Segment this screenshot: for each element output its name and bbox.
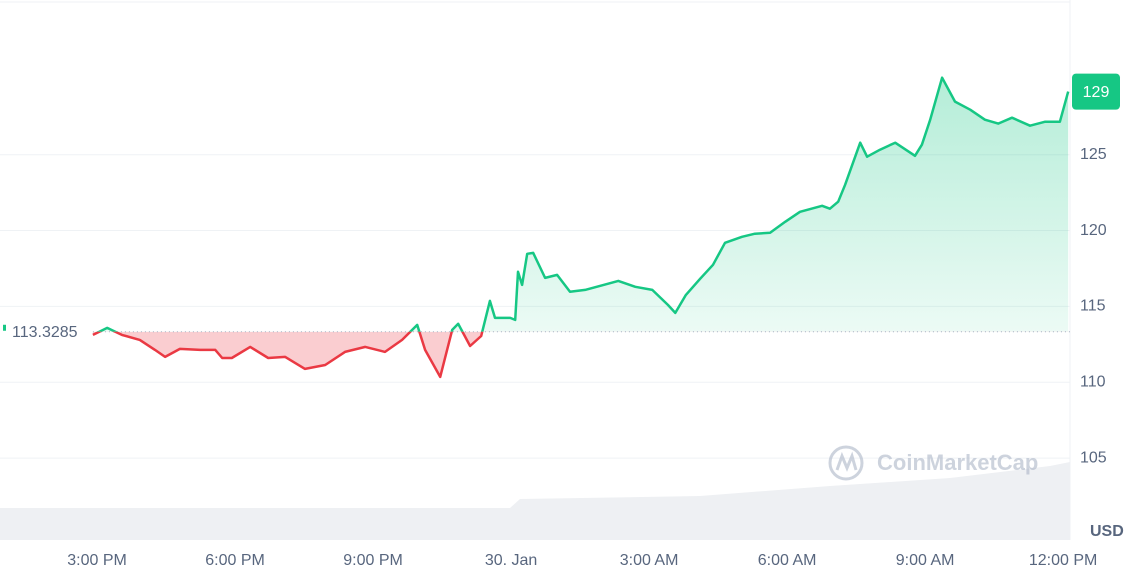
watermark-text: CoinMarketCap <box>877 450 1038 475</box>
baseline-label: 113.3285 <box>12 324 78 341</box>
y-tick-label: 125 <box>1080 146 1107 163</box>
watermark: CoinMarketCap <box>828 445 1038 481</box>
area-up <box>99 77 1069 332</box>
watermark-logo <box>828 445 864 481</box>
y-tick-label: 110 <box>1080 373 1106 390</box>
x-tick-label: 3:00 PM <box>67 552 127 566</box>
last-price-label: 129 <box>1083 84 1110 101</box>
area-down <box>92 331 1069 377</box>
last-price-badge <box>1072 73 1120 110</box>
watermark-logo-mark <box>835 451 858 472</box>
y-tick-label: 105 <box>1080 449 1107 466</box>
volume-area <box>0 462 1070 540</box>
x-tick-label: 9:00 PM <box>343 552 403 566</box>
x-tick-label: 30. Jan <box>485 552 537 566</box>
y-unit: USD <box>1090 523 1124 540</box>
x-tick-label: 3:00 AM <box>620 552 679 566</box>
x-tick-label: 12:00 PM <box>1029 552 1097 566</box>
x-tick-label: 6:00 AM <box>758 552 817 566</box>
price-line-down <box>92 331 484 379</box>
x-tick-label: 9:00 AM <box>896 552 955 566</box>
y-tick-label: 120 <box>1080 222 1107 239</box>
price-line-up <box>96 76 1070 332</box>
y-tick-label: 115 <box>1080 298 1106 315</box>
x-tick-label: 6:00 PM <box>205 552 265 566</box>
baseline-marker <box>3 324 6 331</box>
